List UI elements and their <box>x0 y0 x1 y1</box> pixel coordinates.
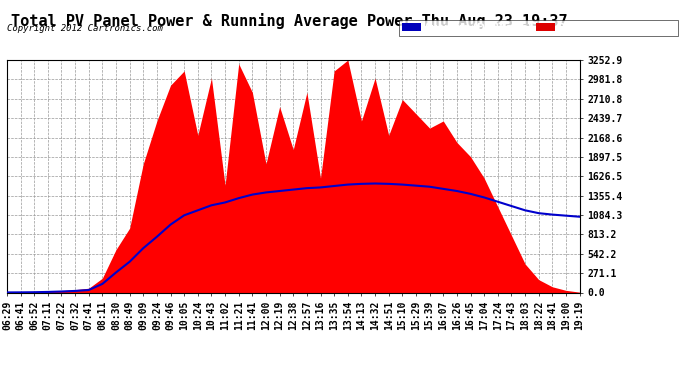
Text: Total PV Panel Power & Running Average Power Thu Aug 23 19:37: Total PV Panel Power & Running Average P… <box>12 13 568 29</box>
Text: Copyright 2012 Cartronics.com: Copyright 2012 Cartronics.com <box>7 24 163 33</box>
Legend: Average (DC Watts), PV Panels (DC Watts): Average (DC Watts), PV Panels (DC Watts) <box>399 20 678 36</box>
